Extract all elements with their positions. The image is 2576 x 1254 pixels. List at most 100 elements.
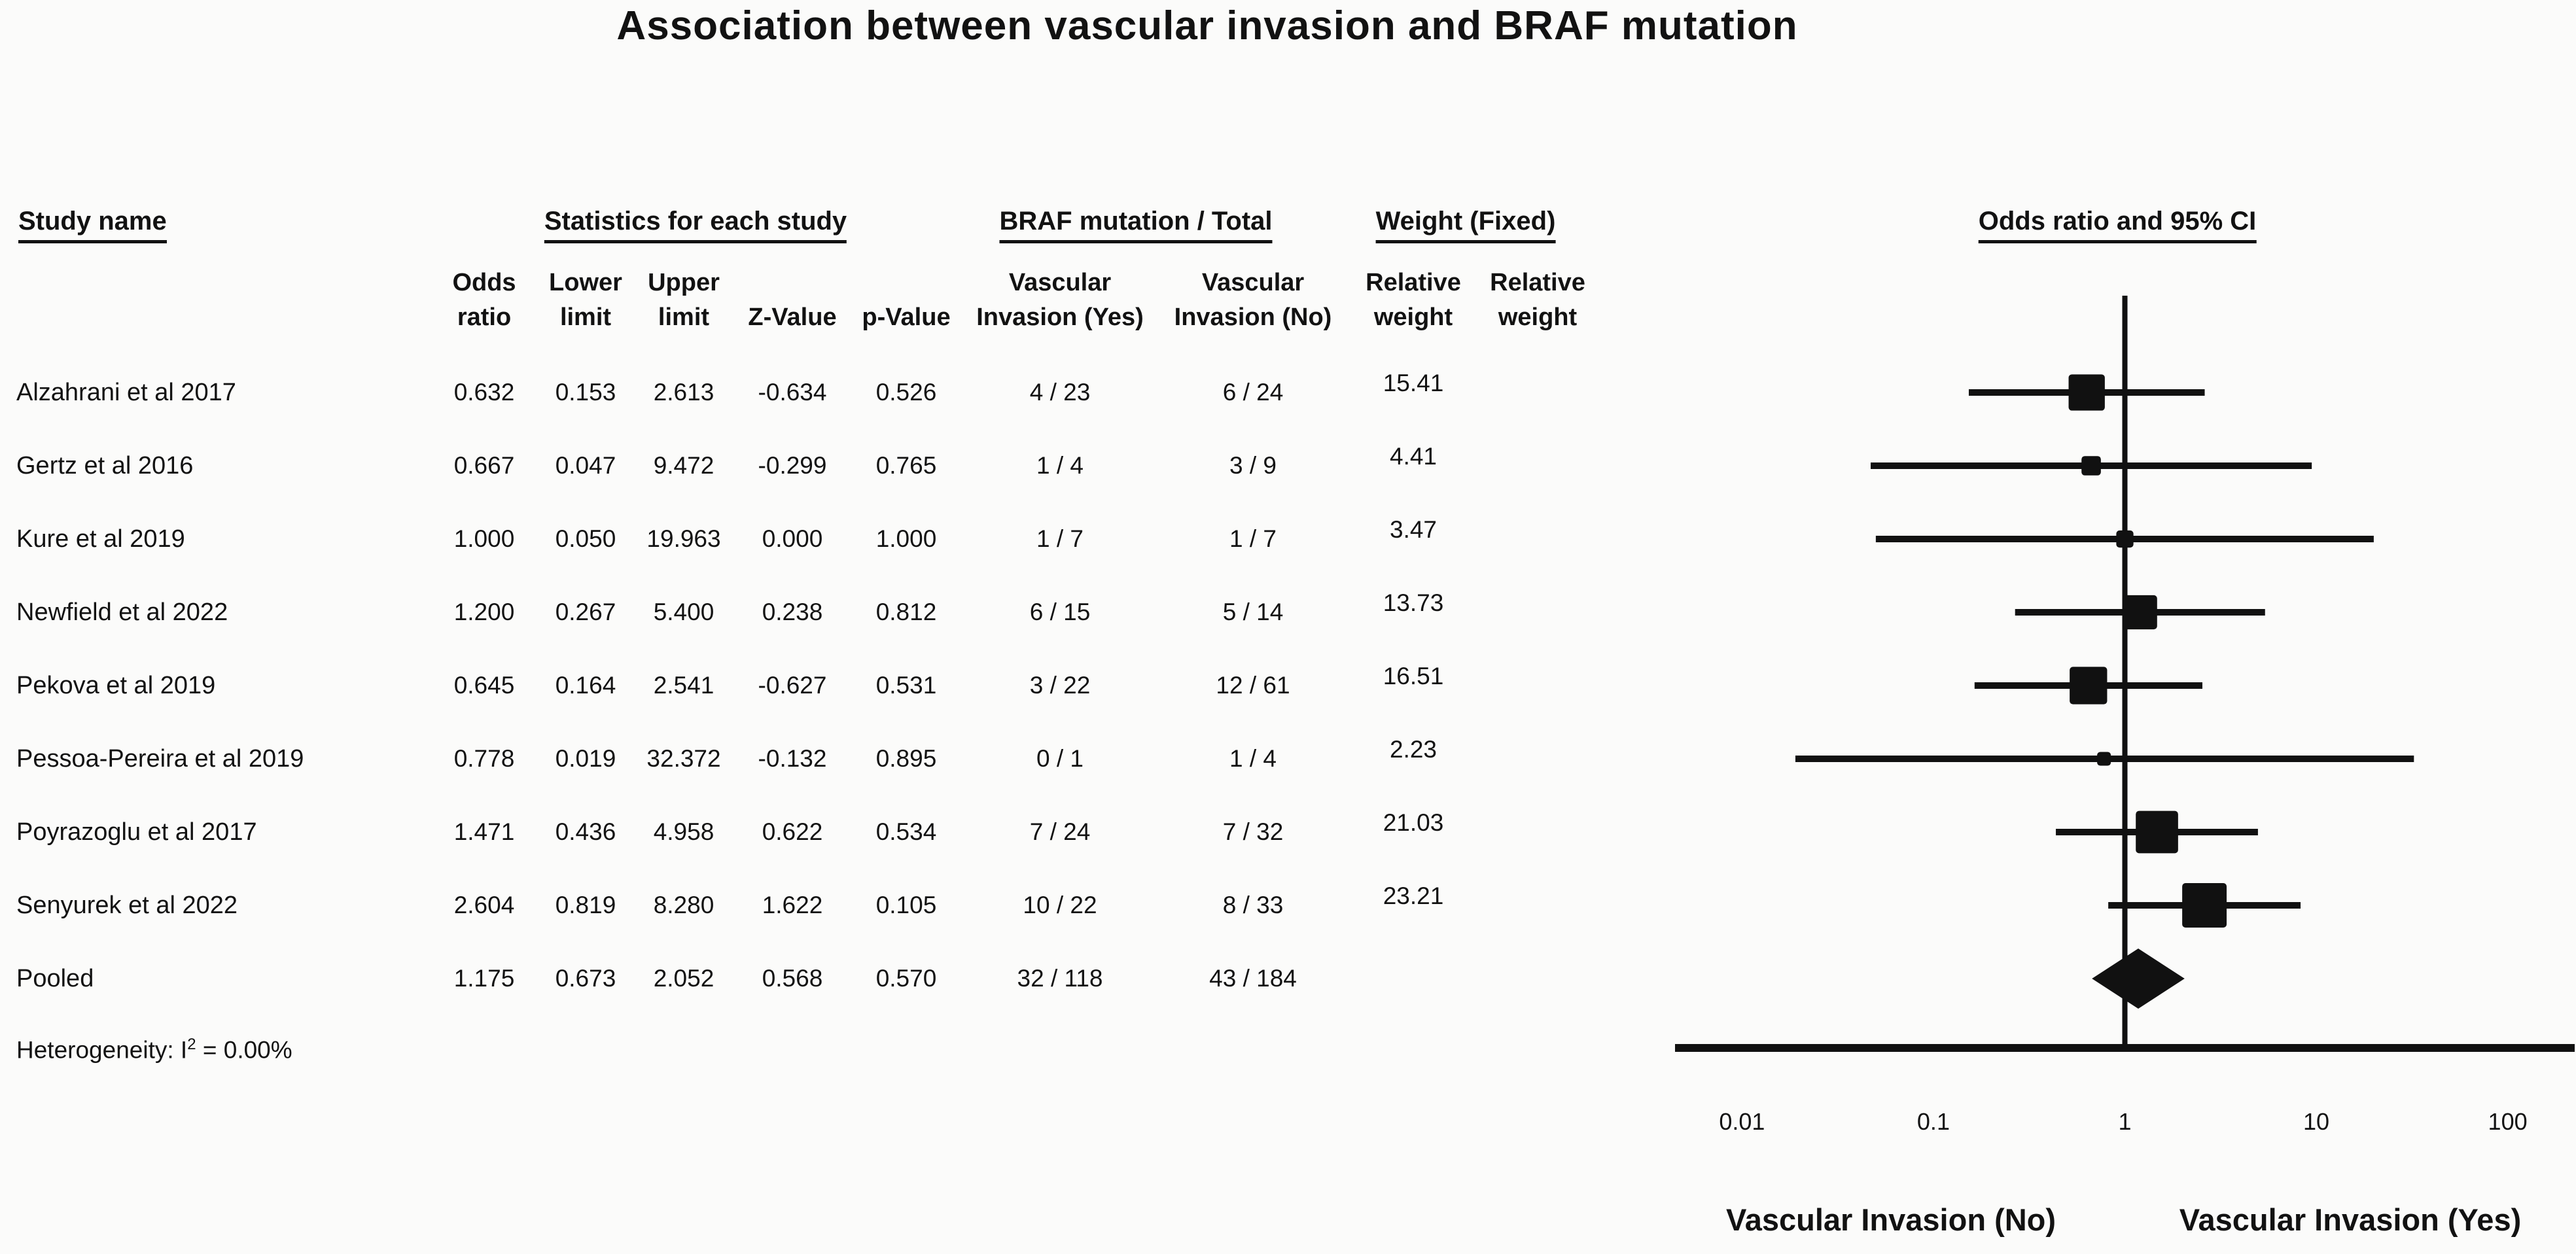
- column-header-p-value: p-Value: [862, 260, 950, 335]
- braf-yes-cell: 7 / 24: [1029, 818, 1091, 845]
- upper-limit-cell: 5.400: [653, 599, 715, 625]
- effect-size-square: [2068, 374, 2105, 411]
- x-axis-tick-label: 1: [2118, 1108, 2132, 1135]
- study-name: Pessoa-Pereira et al 2019: [16, 745, 304, 773]
- z-value-cell: 0.238: [762, 599, 823, 625]
- column-group-study-name: Study name: [18, 207, 167, 243]
- z-value-cell: -0.132: [758, 745, 827, 772]
- braf-no-cell: 5 / 14: [1222, 599, 1284, 625]
- z-value-cell: -0.627: [758, 672, 827, 699]
- relative-weight-cell: 4.41: [1389, 443, 1438, 470]
- p-value-cell: 1.000: [875, 525, 937, 552]
- column-header-upper-limit-line1: Upper: [648, 269, 720, 296]
- braf-no-cell: 1 / 7: [1229, 525, 1277, 552]
- braf-no-cell: 43 / 184: [1209, 965, 1297, 992]
- study-name: Kure et al 2019: [16, 525, 185, 553]
- pooled-diamond: [2092, 949, 2185, 1009]
- p-value-cell: 0.531: [875, 672, 937, 699]
- plot-title-odds-ratio-ci: Odds ratio and 95% CI: [1978, 207, 2257, 243]
- braf-no-cell: 12 / 61: [1216, 672, 1290, 699]
- odds-ratio-cell: 2.604: [453, 892, 515, 918]
- odds-ratio-cell: 0.632: [453, 379, 515, 406]
- column-header-braf-yes: Vascular Invasion (Yes): [976, 260, 1144, 335]
- column-header-p-value-line2: p-Value: [862, 304, 951, 331]
- upper-limit-cell: 32.372: [646, 745, 721, 772]
- odds-ratio-cell: 1.471: [453, 818, 515, 845]
- z-value-cell: -0.634: [758, 379, 827, 406]
- upper-limit-cell: 2.541: [653, 672, 715, 699]
- column-header-relative-weight-line1: Relative: [1366, 269, 1461, 296]
- braf-yes-cell: 4 / 23: [1029, 379, 1091, 406]
- braf-yes-cell: 1 / 4: [1036, 452, 1084, 479]
- column-header-braf-yes-line2: Invasion (Yes): [976, 304, 1144, 331]
- upper-limit-cell: 19.963: [646, 525, 721, 552]
- relative-weight-cell: 15.41: [1383, 370, 1444, 396]
- heterogeneity-note: Heterogeneity: I2 = 0.00%: [16, 1028, 292, 1067]
- upper-limit-cell: 8.280: [653, 892, 715, 918]
- relative-weight-cell: 3.47: [1389, 516, 1438, 543]
- p-value-cell: 0.895: [875, 745, 937, 772]
- lower-limit-cell: 0.050: [555, 525, 616, 552]
- odds-ratio-cell: 1.175: [453, 965, 515, 992]
- column-header-z-value: Z-Value: [748, 260, 836, 335]
- direction-label-no: Vascular Invasion (No): [1725, 1202, 2056, 1237]
- column-header-braf-no-line1: Vascular: [1201, 269, 1305, 296]
- study-name: Senyurek et al 2022: [16, 892, 238, 919]
- lower-limit-cell: 0.819: [555, 892, 616, 918]
- odds-ratio-cell: 0.667: [453, 452, 515, 479]
- heterogeneity-superscript: 2: [187, 1036, 196, 1053]
- column-header-braf-yes-line1: Vascular: [1008, 269, 1112, 296]
- z-value-cell: -0.299: [758, 452, 827, 479]
- column-header-odds-ratio-line1: Odds: [452, 269, 516, 296]
- braf-no-cell: 8 / 33: [1222, 892, 1284, 918]
- lower-limit-cell: 0.019: [555, 745, 616, 772]
- p-value-cell: 0.526: [875, 379, 937, 406]
- relative-weight-cell: 21.03: [1383, 809, 1444, 836]
- column-header-braf-no: Vascular Invasion (No): [1174, 260, 1332, 335]
- study-name: Gertz et al 2016: [16, 452, 194, 479]
- braf-yes-cell: 6 / 15: [1029, 599, 1091, 625]
- heterogeneity-text: Heterogeneity: I: [16, 1036, 188, 1064]
- lower-limit-cell: 0.164: [555, 672, 616, 699]
- column-header-braf-no-line2: Invasion (No): [1174, 304, 1332, 331]
- lower-limit-cell: 0.047: [555, 452, 616, 479]
- p-value-cell: 0.534: [875, 818, 937, 845]
- p-value-cell: 0.812: [875, 599, 937, 625]
- relative-weight-cell: 16.51: [1383, 663, 1444, 689]
- effect-size-square: [2182, 883, 2227, 928]
- lower-limit-cell: 0.267: [555, 599, 616, 625]
- braf-yes-cell: 0 / 1: [1036, 745, 1084, 772]
- x-axis-tick-label: 100: [2488, 1108, 2528, 1135]
- p-value-cell: 0.570: [875, 965, 937, 992]
- column-header-upper-limit-line2: limit: [658, 304, 710, 331]
- heterogeneity-value: = 0.00%: [196, 1036, 292, 1064]
- braf-no-cell: 7 / 32: [1222, 818, 1284, 845]
- lower-limit-cell: 0.153: [555, 379, 616, 406]
- lower-limit-cell: 0.436: [555, 818, 616, 845]
- column-header-lower-limit-line1: Lower: [549, 269, 622, 296]
- column-header-lower-limit: Lower limit: [549, 260, 622, 335]
- braf-yes-cell: 32 / 118: [1017, 965, 1103, 992]
- z-value-cell: 0.568: [762, 965, 823, 992]
- study-name: Poyrazoglu et al 2017: [16, 818, 257, 846]
- column-group-weight-fixed: Weight (Fixed): [1375, 207, 1556, 243]
- relative-weight-cell: 2.23: [1389, 736, 1438, 763]
- column-header-z-value-line2: Z-Value: [748, 304, 837, 331]
- relative-weight-cell: 13.73: [1383, 589, 1444, 616]
- column-group-braf-total: BRAF mutation / Total: [999, 207, 1273, 243]
- upper-limit-cell: 2.052: [653, 965, 715, 992]
- effect-size-square: [2116, 530, 2134, 548]
- column-header-odds-ratio: Odds ratio: [452, 260, 516, 335]
- odds-ratio-cell: 0.645: [453, 672, 515, 699]
- braf-yes-cell: 1 / 7: [1036, 525, 1084, 552]
- odds-ratio-cell: 1.000: [453, 525, 515, 552]
- upper-limit-cell: 4.958: [653, 818, 715, 845]
- x-axis-tick-label: 0.01: [1719, 1108, 1765, 1135]
- effect-size-square: [2136, 810, 2178, 854]
- braf-yes-cell: 10 / 22: [1023, 892, 1097, 918]
- column-header-relative-weight-2-line1: Relative: [1490, 269, 1585, 296]
- odds-ratio-cell: 1.200: [453, 599, 515, 625]
- odds-ratio-cell: 0.778: [453, 745, 515, 772]
